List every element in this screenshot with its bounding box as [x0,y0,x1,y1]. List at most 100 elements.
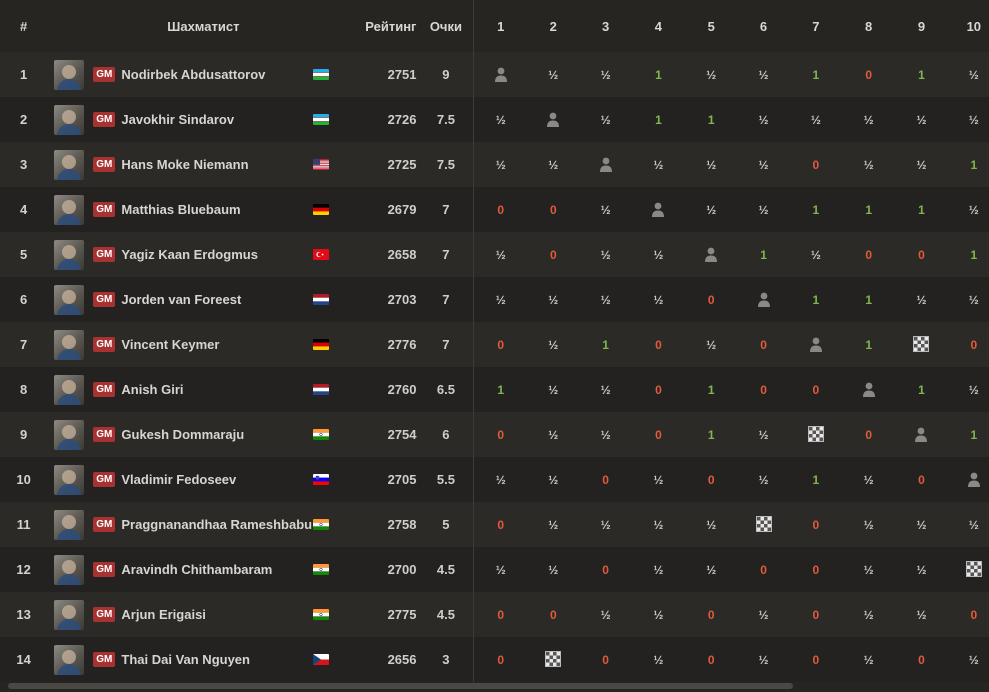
table-row[interactable]: 5 GM Yagiz Kaan Erdogmus 2658 7 ½ 0 ½ ½ 1 ½ 0 0 1 [0,232,989,277]
result-cell[interactable]: ½ [600,517,611,532]
player-cell[interactable]: GM Anish Giri [47,367,313,412]
horizontal-scrollbar[interactable] [8,683,793,689]
result-cell[interactable]: ½ [863,517,874,532]
player-cell[interactable]: GM Arjun Erigaisi [47,592,313,637]
result-cell[interactable]: ½ [548,337,559,352]
table-row[interactable]: 9 GM Gukesh Dommaraju 2754 6 0 ½ ½ 0 1 ½ 0 1 [0,412,989,457]
player-name[interactable]: Gukesh Dommaraju [121,427,245,442]
result-cell[interactable]: 0 [549,247,557,262]
result-cell[interactable]: 1 [918,382,925,397]
result-cell[interactable]: 0 [497,517,505,532]
result-cell[interactable]: ½ [968,292,979,307]
result-cell[interactable]: ½ [706,202,717,217]
player-name[interactable]: Yagiz Kaan Erdogmus [121,247,258,262]
result-cell[interactable]: ½ [758,472,769,487]
result-cell[interactable]: ½ [968,517,979,532]
result-cell[interactable]: 1 [760,247,767,262]
result-cell[interactable]: ½ [653,607,664,622]
result-cell[interactable]: ½ [653,562,664,577]
result-cell[interactable]: ½ [653,472,664,487]
player-name[interactable]: Jorden van Foreest [121,292,242,307]
player-name[interactable]: Thai Dai Van Nguyen [121,652,250,667]
result-cell[interactable]: 0 [812,157,820,172]
result-cell[interactable]: ½ [600,67,611,82]
avatar[interactable] [54,599,85,630]
avatar[interactable] [54,149,85,180]
result-cell[interactable]: ½ [758,427,769,442]
result-cell[interactable]: 1 [918,202,925,217]
col-player-header[interactable]: Шахматист [167,18,240,34]
avatar[interactable] [54,59,85,90]
result-cell[interactable]: ½ [653,157,664,172]
result-cell[interactable]: ½ [758,607,769,622]
result-cell[interactable]: ½ [810,112,821,127]
player-name[interactable]: Nodirbek Abdusattorov [121,67,266,82]
result-cell[interactable]: ½ [916,292,927,307]
result-cell[interactable]: ½ [916,607,927,622]
result-cell[interactable]: 0 [760,562,767,577]
result-cell[interactable]: ½ [653,652,664,667]
avatar[interactable] [54,329,85,360]
result-cell[interactable]: ½ [706,562,717,577]
result-cell[interactable]: 0 [812,517,820,532]
result-cell[interactable]: ½ [916,157,927,172]
result-cell[interactable]: 1 [970,427,978,442]
result-cell[interactable]: ½ [653,247,664,262]
result-cell[interactable]: ½ [706,67,717,82]
table-row[interactable]: 10 GM Vladimir Fedoseev 2705 5.5 ½ ½ 0 ½ 0 ½ 1 ½ 0 [0,457,989,502]
result-cell[interactable]: ½ [548,562,559,577]
result-cell[interactable]: ½ [968,202,979,217]
result-cell[interactable]: 0 [707,652,715,667]
result-cell[interactable]: ½ [863,112,874,127]
result-cell[interactable]: 1 [970,157,978,172]
result-cell[interactable]: 0 [760,337,767,352]
result-cell[interactable]: 0 [918,247,925,262]
player-name[interactable]: Matthias Bluebaum [121,202,241,217]
result-cell[interactable]: 1 [865,292,872,307]
result-cell[interactable]: 1 [707,382,715,397]
result-cell[interactable]: 0 [918,472,925,487]
result-cell[interactable]: 1 [865,337,872,352]
result-cell[interactable]: ½ [600,292,611,307]
result-cell[interactable]: 0 [602,562,609,577]
player-name[interactable]: Praggnanandhaa Rameshbabu [121,517,313,532]
result-cell[interactable]: 0 [707,607,715,622]
result-cell[interactable]: 1 [918,67,925,82]
result-cell[interactable]: ½ [600,427,611,442]
result-cell[interactable]: 0 [602,472,609,487]
result-cell[interactable]: 0 [970,337,978,352]
result-cell[interactable]: 0 [497,337,505,352]
table-row[interactable]: 11 GM Praggnanandhaa Rameshbabu 2758 5 0 ½ ½ ½ ½ 0… [0,502,989,547]
result-cell[interactable]: ½ [495,157,506,172]
table-row[interactable]: 8 GM Anish Giri 2760 6.5 1 ½ ½ 0 1 0 0 1 ½ [0,367,989,412]
player-cell[interactable]: GM Aravindh Chithambaram [47,547,313,592]
result-cell[interactable]: 1 [497,382,505,397]
result-cell[interactable]: 0 [497,607,505,622]
result-cell[interactable]: 1 [865,202,872,217]
table-row[interactable]: 1 GM Nodirbek Abdusattorov 2751 9 ½ ½ 1 ½ ½ 1 0 1 ½ [0,52,989,97]
result-cell[interactable]: ½ [548,427,559,442]
result-cell[interactable]: ½ [758,67,769,82]
result-cell[interactable]: ½ [548,292,559,307]
result-cell[interactable]: 0 [918,652,925,667]
result-cell[interactable]: 0 [655,427,662,442]
avatar[interactable] [54,104,85,135]
result-cell[interactable]: 1 [812,472,820,487]
player-name[interactable]: Arjun Erigaisi [121,607,206,622]
col-score-header[interactable]: Очки [418,0,475,52]
avatar[interactable] [54,509,85,540]
result-cell[interactable]: 1 [655,112,662,127]
result-cell[interactable]: 1 [970,247,978,262]
result-cell[interactable]: 1 [602,337,609,352]
result-cell[interactable]: ½ [495,112,506,127]
result-cell[interactable]: 1 [812,292,820,307]
result-cell[interactable]: ½ [863,607,874,622]
avatar[interactable] [54,284,85,315]
result-cell[interactable]: ½ [706,517,717,532]
result-cell[interactable]: 1 [707,112,715,127]
result-cell[interactable]: ½ [758,202,769,217]
result-cell[interactable]: ½ [863,157,874,172]
result-cell[interactable]: 0 [655,337,662,352]
player-name[interactable]: Anish Giri [121,382,184,397]
table-row[interactable]: 7 GM Vincent Keymer 2776 7 0 ½ 1 0 ½ 0 1 0 [0,322,989,367]
